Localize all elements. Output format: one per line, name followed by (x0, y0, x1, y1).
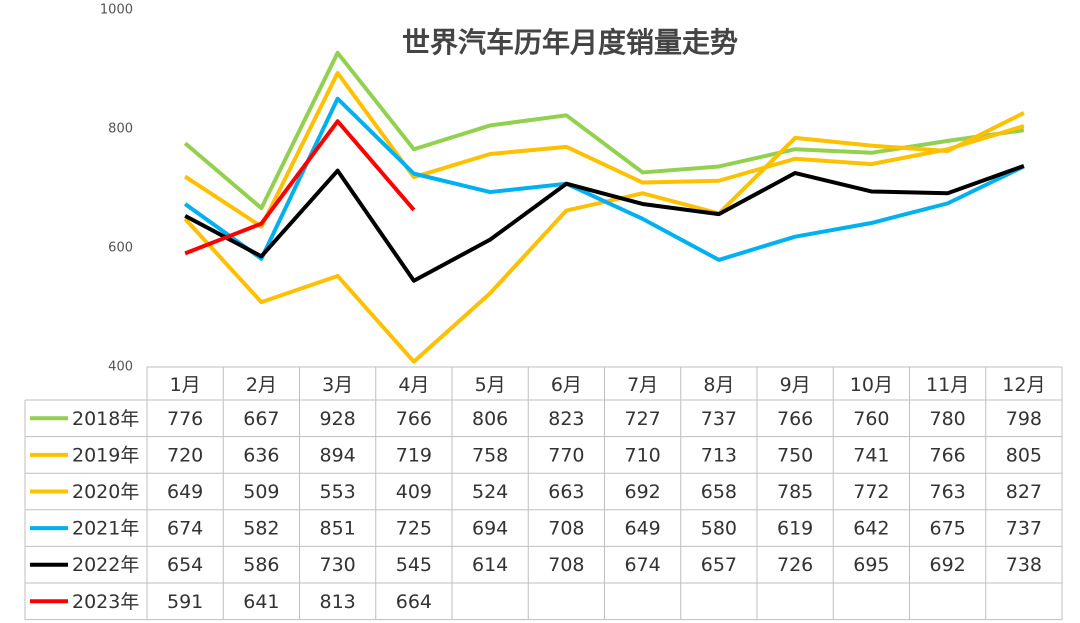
table-value: 806 (472, 408, 508, 430)
table-value: 713 (701, 444, 737, 466)
table-value: 827 (1006, 481, 1042, 503)
table-value: 649 (167, 481, 203, 503)
line-series (184, 119, 416, 256)
y-tick-label: 800 (108, 122, 133, 137)
x-tick-label: 9月 (780, 374, 811, 396)
table-value: 663 (548, 481, 584, 503)
table-value: 664 (396, 591, 432, 613)
x-tick-label: 5月 (475, 374, 506, 396)
table-value: 760 (853, 408, 889, 430)
table-value: 741 (853, 444, 889, 466)
table-value: 823 (548, 408, 584, 430)
line-series (183, 96, 1025, 262)
table-value: 726 (777, 554, 813, 576)
table-value: 851 (319, 518, 355, 540)
table-value: 619 (777, 518, 813, 540)
table-value: 545 (396, 554, 432, 576)
table-value: 591 (167, 591, 203, 613)
table-value: 674 (167, 518, 203, 540)
x-tick-label: 4月 (398, 374, 429, 396)
x-tick-label: 12月 (1002, 374, 1045, 396)
table-value: 770 (548, 444, 584, 466)
table-value: 725 (396, 518, 432, 540)
x-tick-label: 1月 (170, 374, 201, 396)
table-value: 657 (701, 554, 737, 576)
table-value: 674 (624, 554, 660, 576)
table-value: 766 (929, 444, 965, 466)
table-value: 524 (472, 481, 508, 503)
y-tick-label: 1000 (100, 3, 133, 18)
table-value: 695 (853, 554, 889, 576)
table-value: 553 (319, 481, 355, 503)
x-tick-label: 6月 (551, 374, 582, 396)
legend-label: 2022年 (72, 554, 139, 576)
x-tick-label: 10月 (850, 374, 893, 396)
legend-label: 2021年 (72, 518, 139, 540)
legend-label: 2019年 (72, 444, 139, 466)
table-value: 586 (243, 554, 279, 576)
table-value: 750 (777, 444, 813, 466)
table-value: 894 (319, 444, 355, 466)
x-tick-label: 11月 (926, 374, 969, 396)
table-value: 658 (701, 481, 737, 503)
table-value: 509 (243, 481, 279, 503)
table-value: 692 (624, 481, 660, 503)
legend-label: 2020年 (72, 481, 139, 503)
table-value: 642 (853, 518, 889, 540)
line-series (183, 50, 1025, 211)
line-series (184, 71, 1025, 229)
table-value: 737 (701, 408, 737, 430)
table-value: 772 (853, 481, 889, 503)
table-value: 667 (243, 408, 279, 430)
line-series (184, 164, 1025, 283)
legend-label: 2023年 (72, 591, 139, 613)
table-value: 738 (1006, 554, 1042, 576)
table-value: 580 (701, 518, 737, 540)
x-tick-label: 7月 (627, 374, 658, 396)
table-value: 708 (548, 518, 584, 540)
table-value: 813 (319, 591, 355, 613)
table-value: 582 (243, 518, 279, 540)
x-tick-label: 3月 (322, 374, 353, 396)
table-value: 780 (929, 408, 965, 430)
table-value: 928 (319, 408, 355, 430)
chart-title: 世界汽车历年月度销量走势 (402, 26, 738, 59)
table-value: 758 (472, 444, 508, 466)
table-value: 730 (319, 554, 355, 576)
x-tick-label: 8月 (703, 374, 734, 396)
y-tick-label: 600 (108, 241, 133, 256)
table-value: 805 (1006, 444, 1042, 466)
x-tick-label: 2月 (246, 374, 277, 396)
table-value: 776 (167, 408, 203, 430)
table-value: 785 (777, 481, 813, 503)
table-value: 654 (167, 554, 203, 576)
y-tick-label: 400 (108, 360, 133, 375)
table-value: 694 (472, 518, 508, 540)
table-value: 692 (929, 554, 965, 576)
table-value: 719 (396, 444, 432, 466)
table-value: 708 (548, 554, 584, 576)
table-value: 641 (243, 591, 279, 613)
table-value: 798 (1006, 408, 1042, 430)
table-value: 720 (167, 444, 203, 466)
table-value: 763 (929, 481, 965, 503)
table-value: 649 (624, 518, 660, 540)
table-value: 675 (929, 518, 965, 540)
table-value: 766 (396, 408, 432, 430)
table-value: 636 (243, 444, 279, 466)
table-value: 710 (624, 444, 660, 466)
table-value: 766 (777, 408, 813, 430)
table-value: 409 (396, 481, 432, 503)
table-value: 614 (472, 554, 508, 576)
table-value: 737 (1006, 518, 1042, 540)
table-value: 727 (624, 408, 660, 430)
legend-label: 2018年 (72, 408, 139, 430)
